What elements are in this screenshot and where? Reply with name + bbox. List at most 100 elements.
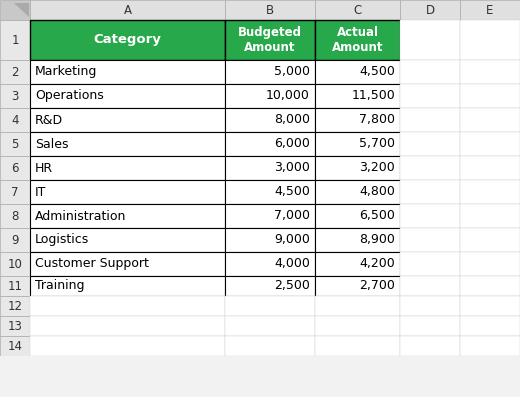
Bar: [315, 204, 400, 228]
Bar: [315, 132, 400, 156]
Text: Marketing: Marketing: [35, 66, 97, 79]
Bar: [30, 0, 225, 20]
Bar: [315, 0, 400, 20]
Bar: [30, 108, 225, 132]
Bar: [225, 252, 315, 276]
Text: Administration: Administration: [35, 210, 126, 222]
Text: 10: 10: [8, 258, 22, 270]
Bar: [30, 156, 225, 180]
Text: Category: Category: [94, 33, 161, 46]
Text: 9,000: 9,000: [274, 233, 310, 247]
Text: 4: 4: [11, 114, 19, 127]
Text: 1: 1: [11, 33, 19, 46]
Bar: [315, 180, 400, 204]
Bar: [0, 316, 30, 336]
Text: Sales: Sales: [35, 137, 69, 150]
Bar: [0, 252, 30, 276]
Text: 3,000: 3,000: [274, 162, 310, 175]
Bar: [0, 156, 30, 180]
Text: 4,800: 4,800: [359, 185, 395, 198]
Text: 3: 3: [11, 89, 19, 102]
Text: Budgeted
Amount: Budgeted Amount: [238, 26, 302, 54]
Text: Customer Support: Customer Support: [35, 258, 149, 270]
Text: 6: 6: [11, 162, 19, 175]
Bar: [315, 60, 400, 84]
Text: 6,000: 6,000: [274, 137, 310, 150]
Text: 4,200: 4,200: [359, 258, 395, 270]
Bar: [30, 316, 225, 336]
Text: 7: 7: [11, 185, 19, 198]
Bar: [315, 336, 400, 356]
Bar: [400, 336, 460, 356]
Text: B: B: [266, 4, 274, 17]
Bar: [0, 60, 30, 84]
Text: A: A: [124, 4, 132, 17]
Bar: [0, 84, 30, 108]
Bar: [315, 20, 400, 60]
Bar: [225, 0, 315, 20]
Text: IT: IT: [35, 185, 46, 198]
Bar: [460, 228, 520, 252]
Bar: [460, 336, 520, 356]
Bar: [225, 296, 315, 316]
Text: 4,500: 4,500: [359, 66, 395, 79]
Bar: [400, 276, 460, 296]
Bar: [225, 180, 315, 204]
Bar: [315, 84, 400, 108]
Bar: [315, 316, 400, 336]
Bar: [400, 204, 460, 228]
Text: 8,000: 8,000: [274, 114, 310, 127]
Bar: [0, 296, 30, 316]
Bar: [400, 60, 460, 84]
Text: 13: 13: [8, 320, 22, 333]
Bar: [460, 20, 520, 60]
Text: 9: 9: [11, 233, 19, 247]
Bar: [30, 84, 225, 108]
Bar: [30, 252, 225, 276]
Bar: [315, 108, 400, 132]
Bar: [400, 296, 460, 316]
Bar: [460, 276, 520, 296]
Bar: [460, 84, 520, 108]
Bar: [0, 180, 30, 204]
Text: 5: 5: [11, 137, 19, 150]
Text: 5,000: 5,000: [274, 66, 310, 79]
Bar: [460, 60, 520, 84]
Bar: [225, 228, 315, 252]
Text: 12: 12: [7, 299, 22, 312]
Bar: [400, 316, 460, 336]
Bar: [225, 276, 315, 296]
Polygon shape: [14, 3, 29, 17]
Bar: [0, 356, 520, 397]
Bar: [225, 84, 315, 108]
Bar: [460, 156, 520, 180]
Text: R&D: R&D: [35, 114, 63, 127]
Bar: [30, 276, 225, 296]
Bar: [30, 60, 225, 84]
Text: 10,000: 10,000: [266, 89, 310, 102]
Text: HR: HR: [35, 162, 53, 175]
Bar: [315, 252, 400, 276]
Bar: [225, 156, 315, 180]
Text: 7,800: 7,800: [359, 114, 395, 127]
Bar: [0, 20, 30, 60]
Bar: [225, 204, 315, 228]
Bar: [400, 84, 460, 108]
Bar: [0, 276, 30, 296]
Bar: [315, 156, 400, 180]
Bar: [460, 0, 520, 20]
Bar: [400, 0, 460, 20]
Bar: [30, 180, 225, 204]
Bar: [225, 20, 315, 60]
Bar: [30, 296, 225, 316]
Text: Training: Training: [35, 279, 84, 293]
Text: 14: 14: [7, 339, 22, 353]
Bar: [225, 108, 315, 132]
Text: 11,500: 11,500: [351, 89, 395, 102]
Text: E: E: [486, 4, 493, 17]
Text: 2: 2: [11, 66, 19, 79]
Text: 11: 11: [7, 279, 22, 293]
Text: D: D: [425, 4, 435, 17]
Bar: [30, 204, 225, 228]
Bar: [460, 204, 520, 228]
